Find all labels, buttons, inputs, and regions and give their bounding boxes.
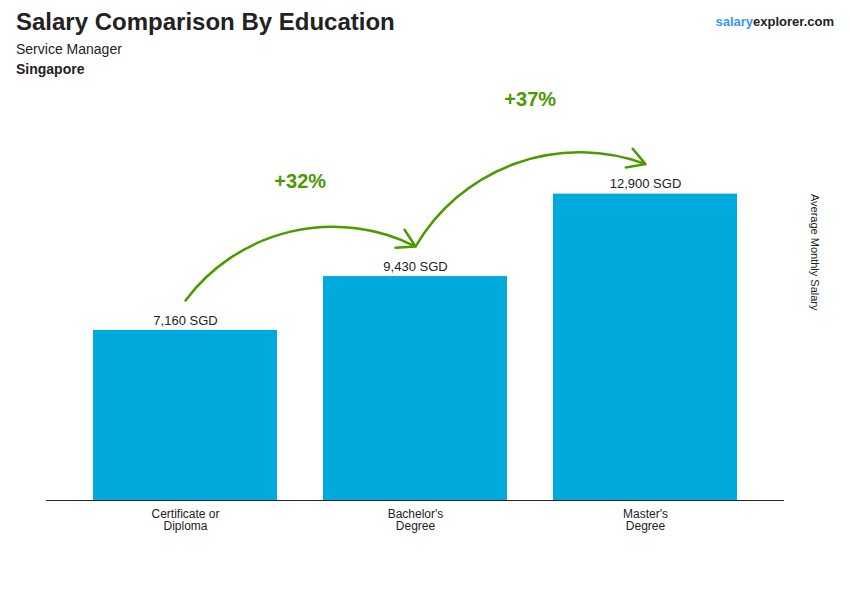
html-text:Service Manager: Service Manager	[16, 41, 122, 57]
html-text:Singapore: Singapore	[16, 61, 85, 77]
svg-text:Average Monthly Salary: Average Monthly Salary	[809, 194, 821, 311]
html-text:Salary Comparison By Education: Salary Comparison By Education	[16, 8, 395, 35]
svg-text:7,160 SGD: 7,160 SGD	[153, 313, 217, 328]
svg-text:12,900 SGD: 12,900 SGD	[610, 176, 682, 191]
svg-text:9,430 SGD: 9,430 SGD	[383, 259, 447, 274]
svg-text:Certificate orDiploma: Certificate orDiploma	[151, 507, 219, 533]
svg-text:+32%: +32%	[274, 170, 326, 192]
html-text:salary explorer.com: salary explorer.com	[715, 14, 834, 29]
svg-text:Bachelor'sDegree: Bachelor'sDegree	[388, 507, 444, 533]
svg-text:Master'sDegree: Master'sDegree	[623, 507, 668, 533]
svg-text:+37%: +37%	[504, 88, 556, 110]
